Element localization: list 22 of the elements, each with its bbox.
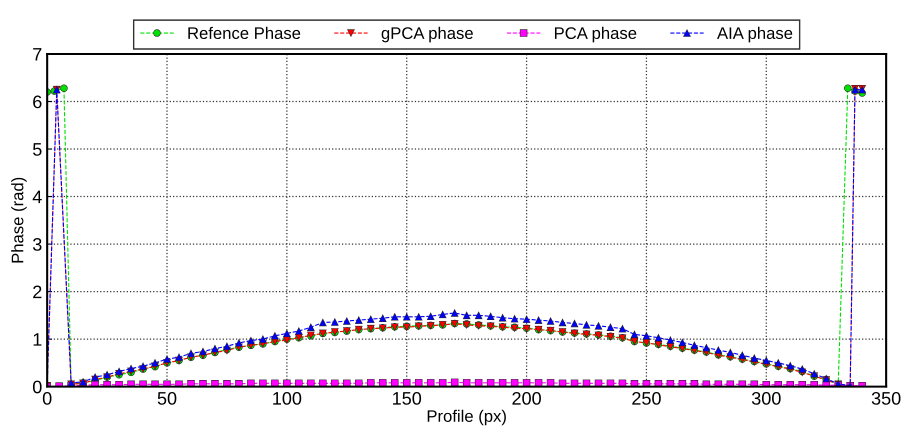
y-tick-label: 0 [32,380,42,394]
y-tick-label: 7 [33,48,42,61]
x-tick-label: 100 [273,392,302,405]
x-tick-label: 300 [752,392,781,405]
legend-label: Refence Phase [188,26,300,40]
y-tick-label: 6 [33,95,42,108]
x-tick-label: 350 [872,392,900,405]
y-tick-label: 4 [32,190,42,204]
y-tick-label: 5 [32,143,42,156]
legend-label: gPCA phase [382,26,473,42]
x-tick-label: 150 [393,392,422,405]
legend-label: PCA phase [554,26,636,42]
x-tick-label: 250 [632,392,661,405]
x-tick-label: 0 [42,392,52,405]
x-tick-label: 200 [512,392,541,405]
x-tick-label: 50 [158,392,176,405]
legend-label: AIA phase [717,26,792,42]
y-tick-label: 2 [33,286,42,298]
y-tick-label: 3 [32,238,42,251]
y-tick-label: 1 [34,333,42,346]
x-axis-title: Profile (px) [428,410,506,426]
y-axis-title: Phase (rad) [11,178,27,262]
